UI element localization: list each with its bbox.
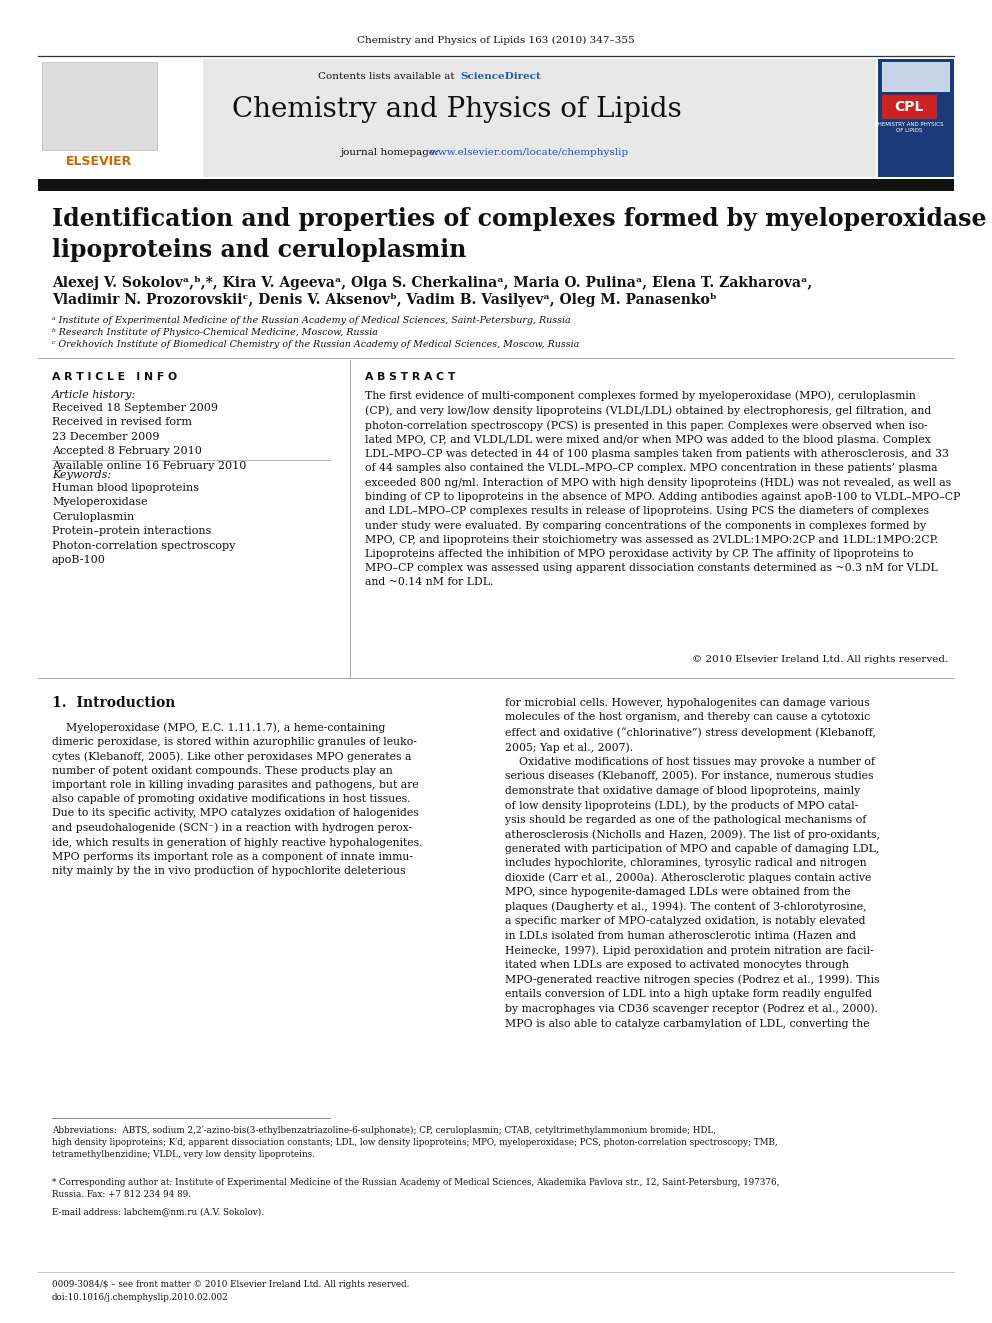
Text: Chemistry and Physics of Lipids 163 (2010) 347–355: Chemistry and Physics of Lipids 163 (201… — [357, 36, 635, 45]
Text: Keywords:: Keywords: — [52, 470, 111, 480]
Text: © 2010 Elsevier Ireland Ltd. All rights reserved.: © 2010 Elsevier Ireland Ltd. All rights … — [691, 655, 948, 664]
Text: for microbial cells. However, hypohalogenites can damage various
molecules of th: for microbial cells. However, hypohaloge… — [505, 699, 880, 1028]
Text: Contents lists available at: Contents lists available at — [318, 71, 458, 81]
Text: Vladimir N. Prozorovskiiᶜ, Denis V. Aksenovᵇ, Vadim B. Vasilyevᵃ, Oleg M. Panase: Vladimir N. Prozorovskiiᶜ, Denis V. Akse… — [52, 292, 716, 307]
Bar — [38, 60, 876, 177]
Text: 0009-3084/$ – see front matter © 2010 Elsevier Ireland Ltd. All rights reserved.: 0009-3084/$ – see front matter © 2010 El… — [52, 1279, 410, 1302]
Bar — [42, 62, 157, 149]
Text: E-mail address: labchem@nm.ru (A.V. Sokolov).: E-mail address: labchem@nm.ru (A.V. Soko… — [52, 1207, 264, 1216]
Text: www.elsevier.com/locate/chemphyslip: www.elsevier.com/locate/chemphyslip — [430, 148, 629, 157]
Text: journal homepage:: journal homepage: — [340, 148, 441, 157]
Text: Alexej V. Sokolovᵃ,ᵇ,*, Kira V. Ageevaᵃ, Olga S. Cherkalinaᵃ, Maria O. Pulinaᵃ, : Alexej V. Sokolovᵃ,ᵇ,*, Kira V. Ageevaᵃ,… — [52, 277, 812, 290]
Text: ᵇ Research Institute of Physico-Chemical Medicine, Moscow, Russia: ᵇ Research Institute of Physico-Chemical… — [52, 328, 378, 337]
Text: 1.  Introduction: 1. Introduction — [52, 696, 176, 710]
Text: The first evidence of multi-component complexes formed by myeloperoxidase (MPO),: The first evidence of multi-component co… — [365, 390, 960, 587]
Bar — [38, 60, 203, 177]
Text: ELSEVIER: ELSEVIER — [65, 155, 132, 168]
Text: A R T I C L E   I N F O: A R T I C L E I N F O — [52, 372, 178, 382]
Text: Abbreviations:  ABTS, sodium 2,2′-azino-bis(3-ethylbenzatriazoline-6-sulphonate): Abbreviations: ABTS, sodium 2,2′-azino-b… — [52, 1126, 778, 1159]
Text: ScienceDirect: ScienceDirect — [460, 71, 541, 81]
Text: CHEMISTRY AND PHYSICS
OF LIPIDS: CHEMISTRY AND PHYSICS OF LIPIDS — [874, 122, 943, 134]
Text: Chemistry and Physics of Lipids: Chemistry and Physics of Lipids — [232, 97, 682, 123]
Text: Received 18 September 2009
Received in revised form
23 December 2009
Accepted 8 : Received 18 September 2009 Received in r… — [52, 404, 246, 471]
Text: Article history:: Article history: — [52, 390, 136, 400]
Bar — [38, 179, 954, 191]
Text: A B S T R A C T: A B S T R A C T — [365, 372, 455, 382]
Bar — [882, 95, 937, 119]
Bar — [878, 60, 954, 177]
Text: * Corresponding author at: Institute of Experimental Medicine of the Russian Aca: * Corresponding author at: Institute of … — [52, 1177, 780, 1199]
Text: ᵃ Institute of Experimental Medicine of the Russian Academy of Medical Sciences,: ᵃ Institute of Experimental Medicine of … — [52, 316, 570, 325]
Text: ᶜ Orekhovich Institute of Biomedical Chemistry of the Russian Academy of Medical: ᶜ Orekhovich Institute of Biomedical Che… — [52, 340, 579, 349]
Text: Myeloperoxidase (MPO, E.C. 1.11.1.7), a heme-containing
dimeric peroxidase, is s: Myeloperoxidase (MPO, E.C. 1.11.1.7), a … — [52, 722, 423, 876]
Text: Identification and properties of complexes formed by myeloperoxidase with
lipopr: Identification and properties of complex… — [52, 206, 992, 262]
Text: CPL: CPL — [895, 101, 924, 114]
Text: Human blood lipoproteins
Myeloperoxidase
Ceruloplasmin
Protein–protein interacti: Human blood lipoproteins Myeloperoxidase… — [52, 483, 235, 565]
Bar — [882, 62, 950, 93]
